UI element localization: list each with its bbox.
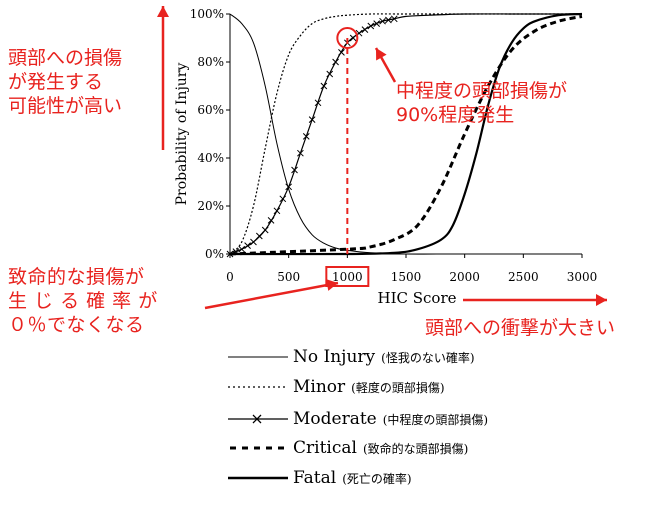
y-tick-label: 40% [197, 151, 224, 165]
moderate-marker [297, 149, 304, 157]
moderate-marker [367, 22, 375, 30]
legend-series-note: (死亡の確率) [342, 471, 412, 486]
series-line-dotted [229, 13, 582, 255]
moderate-marker [279, 195, 287, 203]
series-line-solid-thick [229, 12, 583, 256]
annotation-left-top: 頭部への損傷 が発生する 可能性が高い [8, 47, 123, 117]
moderate-marker [291, 166, 298, 174]
arrow-up-probability-head [157, 6, 169, 17]
moderate-marker [320, 82, 328, 90]
moderate-marker [379, 17, 386, 25]
red-box-1000 [325, 266, 370, 287]
arrow-right-impact-head [596, 294, 607, 306]
annotation-left-bottom: 致命的な損傷が 生 じ る 確 率 が ０％でなくなる [8, 266, 158, 336]
moderate-marker [244, 242, 251, 249]
y-tick-label: 20% [197, 199, 224, 213]
moderate-marker [361, 26, 369, 33]
x-tick-label: 3000 [567, 270, 598, 284]
x-tick-label: 500 [277, 270, 300, 284]
legend-item: Minor (軽度の頭部損傷) [226, 373, 445, 401]
x-tick-label: 2000 [449, 270, 480, 284]
arrow-to-circle-head [376, 48, 387, 61]
x-tick-label: 1500 [391, 270, 422, 284]
legend-series-note: (致命的な頭部損傷) [362, 441, 469, 456]
series-line-solid-thin [229, 13, 582, 255]
legend-series-note: (怪我のない確率) [381, 350, 475, 365]
legend-swatch [228, 476, 288, 480]
y-tick-label: 100% [190, 7, 224, 21]
moderate-marker [302, 133, 310, 140]
moderate-marker [267, 217, 275, 224]
legend-swatch [228, 414, 288, 424]
legend-series-note: (軽度の頭部損傷) [351, 380, 445, 395]
moderate-marker [338, 49, 345, 56]
moderate-marker [349, 34, 357, 42]
legend-series-name: Fatal [293, 468, 337, 488]
y-axis-label: Probability of Injury [174, 63, 190, 206]
y-tick-label: 80% [197, 55, 224, 69]
series-line-dashed [229, 14, 583, 256]
moderate-marker [261, 226, 269, 234]
y-tick-label: 60% [197, 103, 224, 117]
legend-series-name: Minor [293, 377, 346, 397]
annotation-right-top: 中程度の頭部損傷が 90%程度発生 [396, 80, 568, 126]
legend-swatch [228, 386, 288, 388]
legend-item: Moderate (中程度の頭部損傷) [226, 405, 488, 433]
arrow-to-1000-head [326, 279, 338, 291]
arrow-to-1000 [204, 281, 339, 310]
moderate-marker [390, 15, 398, 23]
moderate-marker [308, 116, 316, 123]
moderate-marker [373, 20, 381, 27]
legend-swatch [228, 356, 288, 358]
legend-series-name: Moderate [293, 409, 377, 429]
y-tick-label: 0% [205, 247, 224, 261]
series-line-cross [229, 13, 582, 255]
x-tick-label: 1000 [332, 270, 363, 284]
moderate-marker [332, 58, 339, 66]
legend-series-name: No Injury [293, 347, 376, 367]
legend-swatch [230, 446, 288, 450]
x-tick-label: 2500 [508, 270, 539, 284]
legend-item: No Injury (怪我のない確率) [226, 343, 475, 371]
legend-series-name: Critical [293, 438, 357, 458]
moderate-marker [314, 99, 322, 107]
legend-series-note: (中程度の頭部損傷) [382, 412, 489, 427]
moderate-marker [255, 232, 263, 240]
x-axis-label: HIC Score [377, 289, 456, 307]
moderate-marker [385, 16, 392, 24]
red-circle-highlight [336, 27, 359, 49]
x-tick-label: 0 [226, 270, 234, 284]
hic-injury-chart: 0% 20% 40% 60% 80% 100% 0 500 1000 1500 2000 2500 30… [157, 6, 607, 310]
annotation-right-bottom: 頭部への衝撃が大きい [425, 317, 616, 339]
moderate-marker [326, 70, 334, 78]
moderate-marker [238, 245, 246, 253]
moderate-marker [250, 238, 257, 246]
moderate-marker [273, 207, 281, 215]
legend-item: Critical (致命的な頭部損傷) [226, 434, 468, 462]
legend-item: Fatal (死亡の確率) [226, 464, 412, 492]
moderate-marker [285, 183, 293, 191]
